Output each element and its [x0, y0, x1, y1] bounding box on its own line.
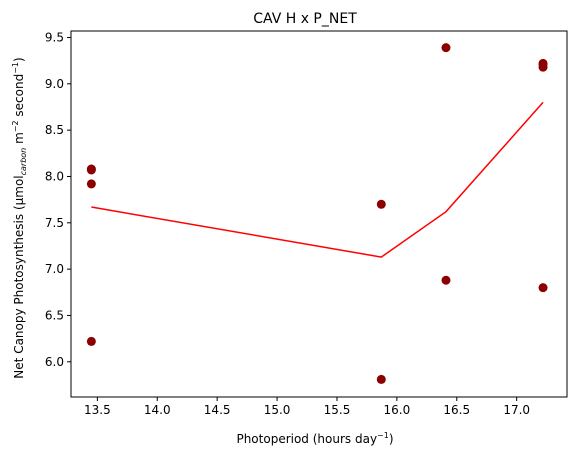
y-tick-label: 7.0	[45, 262, 64, 276]
x-tick-label: 15.0	[264, 403, 291, 417]
y-tick-label: 9.0	[45, 77, 64, 91]
series	[86, 43, 548, 384]
y-tick-label: 7.5	[45, 216, 64, 230]
x-tick-label: 17.0	[503, 403, 530, 417]
data-point	[441, 43, 451, 53]
chart-title: CAV H x P_NET	[253, 11, 357, 27]
y-tick-label: 8.0	[45, 169, 64, 183]
data-point	[86, 165, 96, 175]
y-tick-label: 8.5	[45, 123, 64, 137]
axes: 13.5 14.0 14.5 15.0 15.5 16.0 16.5 17.0 6.0 6.5 7.…	[45, 30, 568, 417]
data-point	[441, 275, 451, 285]
data-point	[86, 179, 96, 189]
trend-line	[91, 101, 544, 258]
data-point	[86, 336, 96, 346]
x-tick-label: 16.5	[443, 403, 470, 417]
data-point	[538, 283, 548, 293]
x-axis-label: Photoperiod (hours day−1)	[236, 431, 393, 446]
x-tick-label: 13.5	[84, 403, 111, 417]
x-tick-label: 15.5	[324, 403, 351, 417]
x-tick-label: 14.5	[204, 403, 231, 417]
y-axis-label: Net Canopy Photosynthesis (μmolcarbon m−…	[11, 57, 28, 378]
plot-frame	[70, 30, 568, 398]
y-tick-label: 9.5	[45, 30, 64, 44]
data-point	[376, 199, 386, 209]
x-tick-label: 14.0	[144, 403, 171, 417]
y-tick-label: 6.0	[45, 355, 64, 369]
x-tick-label: 16.0	[384, 403, 411, 417]
data-point	[376, 374, 386, 384]
y-tick-label: 6.5	[45, 308, 64, 322]
data-point	[538, 62, 548, 72]
